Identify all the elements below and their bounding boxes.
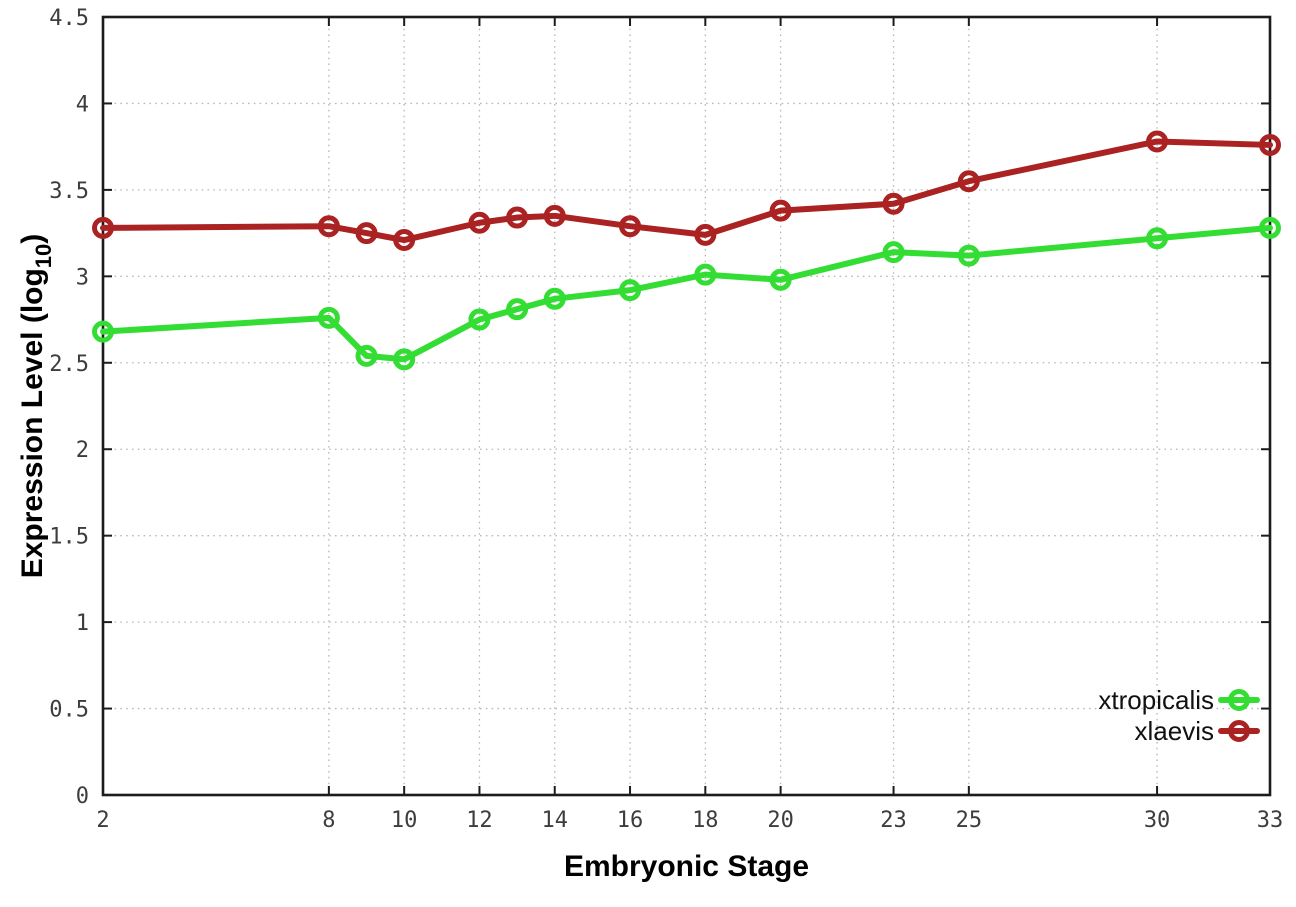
x-tick-label: 2 [96,808,109,833]
series-line-xlaevis [100,138,1273,244]
data-point-marker [619,279,642,302]
data-point-marker [619,215,642,238]
legend-entry-xtropicalis: xtropicalis [1098,685,1260,715]
y-tick-label: 4 [76,92,89,117]
data-point-marker [957,244,980,267]
data-point-marker [393,229,416,252]
data-point-marker [1259,133,1281,156]
x-tick-label: 18 [692,808,719,833]
series-line-xtropicalis [100,224,1273,363]
data-point-marker [769,268,792,291]
y-tick-label: 1.5 [49,525,89,550]
data-point-marker [769,199,792,222]
data-point-marker [543,204,566,227]
data-point-marker [694,263,717,286]
data-point-marker [355,344,378,367]
data-point-marker [694,223,717,246]
data-point-marker [506,206,529,229]
data-point-marker [543,287,566,310]
data-point-marker [468,211,491,234]
y-tick-label: 3 [76,265,89,290]
y-tick-label: 0.5 [49,698,89,723]
legend-label: xlaevis [1135,716,1214,746]
y-axis-label-text: Expression Level (log [16,268,49,578]
data-point-marker [317,215,340,238]
x-tick-label: 30 [1144,808,1171,833]
data-point-marker [355,222,378,245]
data-point-marker [393,348,416,371]
legend-sample-marker [1228,720,1250,742]
y-axis-label-close: ) [16,234,49,244]
series-xtropicalis [92,216,1281,371]
data-point-marker [92,216,114,239]
data-point-marker [1146,130,1169,153]
y-tick-label: 1 [76,611,89,636]
y-axis-label-subscript: 10 [31,244,56,268]
y-tick-label: 4.5 [49,6,89,31]
y-tick-label: 0 [76,784,89,809]
axis-ticks [102,16,1271,796]
data-point-marker [882,241,905,264]
legend-entry-xlaevis: xlaevis [1135,716,1260,746]
x-axis-label: Embryonic Stage [564,850,809,883]
x-tick-label: 25 [956,808,983,833]
data-point-marker [1146,227,1169,250]
x-tick-label: 16 [617,808,644,833]
plot-border [101,15,1272,797]
x-tick-label: 8 [322,808,335,833]
legend-label: xtropicalis [1098,685,1214,715]
x-tick-label: 23 [880,808,907,833]
data-point-marker [92,320,114,343]
grid-layer [102,16,1271,796]
data-point-marker [317,306,340,329]
series-layer [92,130,1281,371]
x-tick-label: 20 [767,808,794,833]
data-point-marker [468,308,491,331]
y-axis-label: Expression Level (log10) [16,234,56,579]
data-point-marker [882,192,905,215]
data-point-marker [1259,216,1281,239]
x-tick-label: 12 [466,808,493,833]
y-tick-label: 3.5 [49,179,89,204]
x-tick-label: 33 [1257,808,1284,833]
data-point-marker [957,170,980,193]
tick-labels: 2 8 10 12 14 16 18 20 23 25 30 33 0 0.5 1 1.5 2 2.5 3 3.5 4 4… [49,6,1283,833]
x-tick-label: 14 [541,808,568,833]
y-tick-label: 2 [76,438,89,463]
x-tick-label: 10 [391,808,418,833]
y-tick-label: 2.5 [49,352,89,377]
series-xlaevis [92,130,1281,252]
legend-sample-marker [1228,689,1250,711]
data-point-marker [506,298,529,321]
